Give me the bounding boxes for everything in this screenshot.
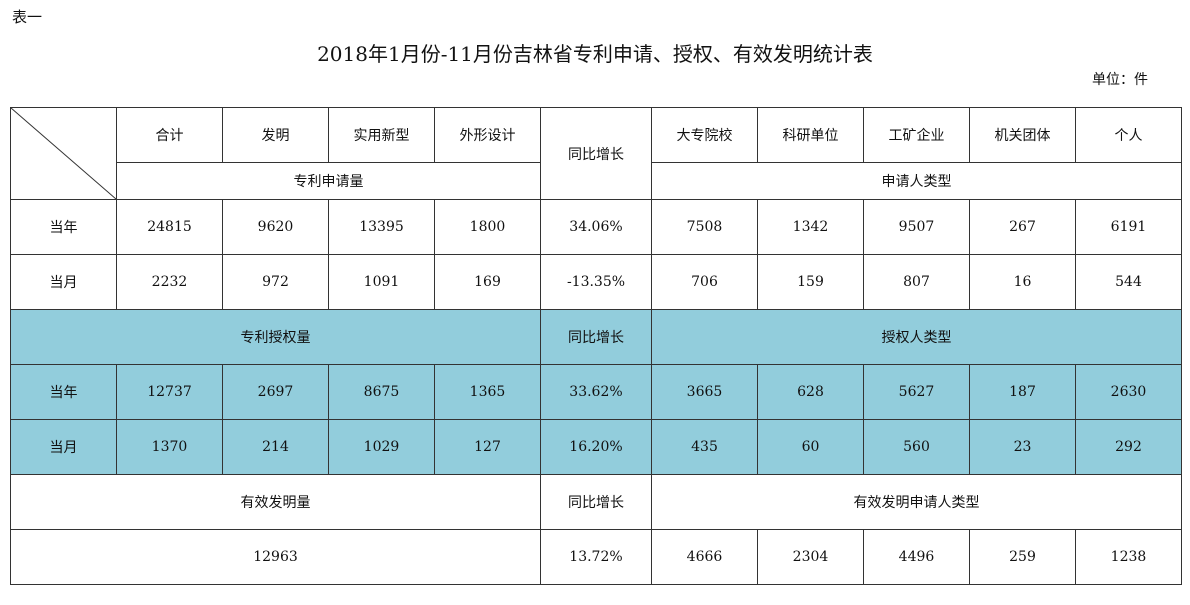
cell: 1238 [1075, 529, 1182, 585]
cell: 706 [651, 254, 758, 310]
cell: 9507 [863, 199, 970, 255]
cell: 1342 [757, 199, 864, 255]
col-header-invention: 发明 [222, 107, 329, 163]
cell: 127 [434, 419, 541, 475]
yoy-cell: 16.20% [540, 419, 652, 475]
col-header-utility: 实用新型 [328, 107, 435, 163]
cell: 2697 [222, 364, 329, 420]
cell: 6191 [1075, 199, 1182, 255]
group-apply-label: 专利申请量 [116, 162, 541, 200]
group-applicant-label: 申请人类型 [651, 162, 1182, 200]
cell: 8675 [328, 364, 435, 420]
cell: 16 [969, 254, 1076, 310]
cell: 4666 [651, 529, 758, 585]
cell: 2232 [116, 254, 223, 310]
group-grant-label: 专利授权量 [10, 309, 541, 365]
page-title: 2018年1月份-11月份吉林省专利申请、授权、有效发明统计表 [317, 42, 873, 66]
table-tag: 表一 [12, 8, 43, 26]
table-row: 当年 24815 9620 13395 1800 34.06% 7508 134… [10, 199, 1182, 255]
cell: 560 [863, 419, 970, 475]
grant-header-row: 专利授权量 同比增长 授权人类型 [10, 309, 1182, 365]
cell: 169 [434, 254, 541, 310]
yoy-cell: 13.72% [540, 529, 652, 585]
cell: 187 [969, 364, 1076, 420]
yoy-cell: 33.62% [540, 364, 652, 420]
cell: 544 [1075, 254, 1182, 310]
table-row: 当月 1370 214 1029 127 16.20% 435 60 560 2… [10, 419, 1182, 475]
cell: 24815 [116, 199, 223, 255]
col-header-design: 外形设计 [434, 107, 541, 163]
cell: 1091 [328, 254, 435, 310]
cell: 292 [1075, 419, 1182, 475]
cell: 5627 [863, 364, 970, 420]
group-valid-types-label: 有效发明申请人类型 [651, 474, 1182, 530]
cell: 628 [757, 364, 864, 420]
col-header-individual: 个人 [1075, 107, 1182, 163]
table-row: 当年 12737 2697 8675 1365 33.62% 3665 628 … [10, 364, 1182, 420]
cell: 60 [757, 419, 864, 475]
col-header-research: 科研单位 [757, 107, 864, 163]
cell: 972 [222, 254, 329, 310]
stats-table: 合计 发明 实用新型 外形设计 同比增长 大专院校 科研单位 工矿企业 机关团体… [10, 107, 1182, 585]
group-grantee-label: 授权人类型 [651, 309, 1182, 365]
cell: 259 [969, 529, 1076, 585]
apply-group-row: 专利申请量 申请人类型 [11, 162, 1182, 200]
cell: 1029 [328, 419, 435, 475]
cell: 23 [969, 419, 1076, 475]
diagonal-line [11, 108, 116, 199]
cell: 2630 [1075, 364, 1182, 420]
yoy-cell: 34.06% [540, 199, 652, 255]
cell: 4496 [863, 529, 970, 585]
col-header-enterprise: 工矿企业 [863, 107, 970, 163]
cell: 807 [863, 254, 970, 310]
yoy-cell: -13.35% [540, 254, 652, 310]
col-header-yoy: 同比增长 [540, 107, 652, 200]
row-label: 当月 [10, 419, 117, 475]
grant-yoy-header: 同比增长 [540, 309, 652, 365]
cell: 3665 [651, 364, 758, 420]
col-header-total: 合计 [116, 107, 223, 163]
cell: 1365 [434, 364, 541, 420]
cell: 2304 [757, 529, 864, 585]
valid-total-cell: 12963 [10, 529, 541, 585]
cell: 214 [222, 419, 329, 475]
cell: 9620 [222, 199, 329, 255]
table-row: 12963 13.72% 4666 2304 4496 259 1238 [10, 529, 1182, 585]
table-row: 当月 2232 972 1091 169 -13.35% 706 159 807… [10, 254, 1182, 310]
cell: 435 [651, 419, 758, 475]
cell: 1370 [116, 419, 223, 475]
cell: 159 [757, 254, 864, 310]
diagonal-corner-cell [10, 107, 117, 200]
row-label: 当月 [10, 254, 117, 310]
row-label: 当年 [10, 199, 117, 255]
col-header-college: 大专院校 [651, 107, 758, 163]
apply-header-row: 合计 发明 实用新型 外形设计 同比增长 大专院校 科研单位 工矿企业 机关团体… [10, 107, 1182, 200]
row-label: 当年 [10, 364, 117, 420]
cell: 13395 [328, 199, 435, 255]
valid-yoy-header: 同比增长 [540, 474, 652, 530]
col-header-institution: 机关团体 [969, 107, 1076, 163]
cell: 1800 [434, 199, 541, 255]
cell: 12737 [116, 364, 223, 420]
cell: 7508 [651, 199, 758, 255]
unit-label: 单位：件 [1092, 72, 1148, 88]
group-valid-label: 有效发明量 [10, 474, 541, 530]
valid-header-row: 有效发明量 同比增长 有效发明申请人类型 [10, 474, 1182, 530]
cell: 267 [969, 199, 1076, 255]
